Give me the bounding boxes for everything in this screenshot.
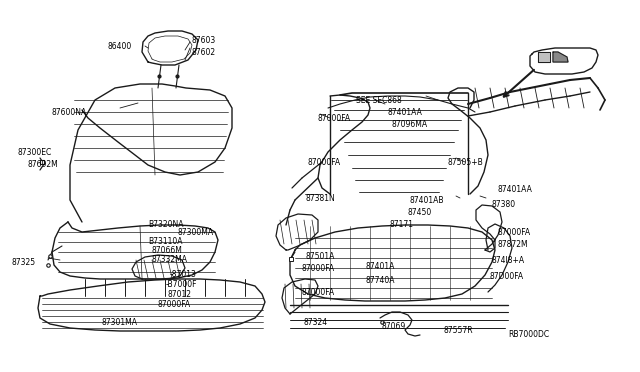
Text: 87066M: 87066M xyxy=(152,246,183,255)
Text: 87069: 87069 xyxy=(382,322,406,331)
Text: 87602: 87602 xyxy=(192,48,216,57)
Text: 87000FA: 87000FA xyxy=(318,114,351,123)
Text: 87603: 87603 xyxy=(192,36,216,45)
Text: 87000FA: 87000FA xyxy=(302,264,335,273)
Text: 87332MA: 87332MA xyxy=(152,255,188,264)
Text: 86400: 86400 xyxy=(108,42,132,51)
Text: 87692M: 87692M xyxy=(28,160,59,169)
Text: 87501A: 87501A xyxy=(306,252,335,261)
Text: 87000FA: 87000FA xyxy=(158,300,191,309)
Text: 87301MA: 87301MA xyxy=(102,318,138,327)
Text: 87600NA: 87600NA xyxy=(52,108,87,117)
Text: 87505+B: 87505+B xyxy=(448,158,484,167)
Text: 87325: 87325 xyxy=(12,258,36,267)
Text: 87557R: 87557R xyxy=(444,326,474,335)
Text: 87401AB: 87401AB xyxy=(410,196,445,205)
Text: 87300MA: 87300MA xyxy=(178,228,214,237)
Text: 87380: 87380 xyxy=(492,200,516,209)
Text: 87000FA: 87000FA xyxy=(498,228,531,237)
Text: 87401A: 87401A xyxy=(366,262,396,271)
Text: 87171: 87171 xyxy=(390,220,414,229)
Text: 87096MA: 87096MA xyxy=(392,120,428,129)
Text: SEE SEC868: SEE SEC868 xyxy=(356,96,402,105)
Text: 87450: 87450 xyxy=(408,208,432,217)
Text: 87000FA: 87000FA xyxy=(302,288,335,297)
Text: -87013: -87013 xyxy=(170,270,197,279)
Text: -B7000F: -B7000F xyxy=(166,280,198,289)
Text: 87000FA: 87000FA xyxy=(308,158,341,167)
Text: 87324: 87324 xyxy=(304,318,328,327)
Text: 87300EC: 87300EC xyxy=(18,148,52,157)
Polygon shape xyxy=(553,52,568,62)
Text: 87012: 87012 xyxy=(168,290,192,299)
Text: B73110A: B73110A xyxy=(148,237,182,246)
Text: 87D00FA: 87D00FA xyxy=(490,272,524,281)
Polygon shape xyxy=(538,52,550,62)
Text: 87401AA: 87401AA xyxy=(498,185,533,194)
Text: 87401AA: 87401AA xyxy=(388,108,423,117)
Text: 87740A: 87740A xyxy=(366,276,396,285)
Text: RB7000DC: RB7000DC xyxy=(508,330,549,339)
Text: 874I8+A: 874I8+A xyxy=(492,256,525,265)
Text: 87872M: 87872M xyxy=(498,240,529,249)
Text: B7320NA: B7320NA xyxy=(148,220,184,229)
Text: 87381N: 87381N xyxy=(306,194,336,203)
